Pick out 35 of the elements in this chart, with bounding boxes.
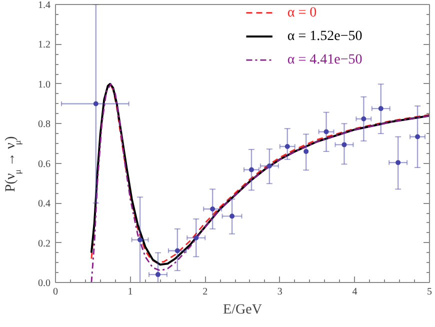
point xyxy=(396,160,401,166)
point xyxy=(415,134,420,140)
point xyxy=(361,116,366,122)
point xyxy=(248,167,254,172)
point xyxy=(284,144,290,149)
point xyxy=(210,206,216,212)
legend-label: α = 1.52e−50 xyxy=(287,28,362,44)
y-tick-label: 1.4 xyxy=(38,0,50,11)
y-tick-label: 0.0 xyxy=(38,278,50,289)
legend-label: α = 4.41e−50 xyxy=(287,52,362,68)
x-tick-label: 4 xyxy=(352,286,358,298)
x-tick-label: 3 xyxy=(277,286,282,298)
point xyxy=(194,235,199,240)
point xyxy=(174,248,180,254)
x-axis-title: E/GeV xyxy=(223,302,262,318)
x-tick-label: 2 xyxy=(202,286,208,298)
legend-label: α = 0 xyxy=(287,5,317,20)
x-tick-label: 1 xyxy=(128,286,133,298)
y-tick-label: 1.0 xyxy=(38,79,50,90)
y-axis-title: P(νμ → νμ) xyxy=(4,136,22,192)
point xyxy=(93,101,98,106)
point xyxy=(342,142,347,148)
point xyxy=(266,163,272,168)
y-tick-label: 0.2 xyxy=(38,238,50,250)
y-tick-label: 0.6 xyxy=(38,158,50,170)
y-tick-label: 0.4 xyxy=(38,198,50,210)
point xyxy=(324,129,329,134)
point xyxy=(378,106,384,112)
x-tick-label: 0 xyxy=(53,286,58,298)
x-tick-label: 5 xyxy=(427,286,432,298)
point xyxy=(230,214,235,219)
point xyxy=(155,272,160,278)
y-tick-label: 1.2 xyxy=(38,40,50,51)
point xyxy=(138,237,143,242)
y-tick-label: 0.8 xyxy=(38,119,50,130)
